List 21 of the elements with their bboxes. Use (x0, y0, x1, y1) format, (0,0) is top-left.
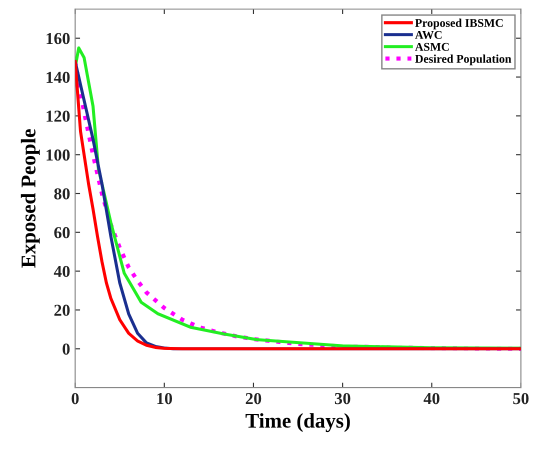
y-tick-label: 80 (54, 188, 70, 200)
y-tick-label: 120 (46, 110, 70, 122)
y-tick-label: 20 (54, 304, 70, 316)
y-tick-label: 40 (54, 266, 70, 278)
legend-label: Desired Population (415, 54, 512, 66)
legend-label: Proposed IBSMC (415, 18, 503, 30)
legend-label: ASMC (415, 42, 449, 51)
x-tick-label: 30 (334, 392, 350, 404)
y-tick-label: 140 (46, 72, 70, 83)
x-tick-label: 0 (72, 392, 79, 404)
x-axis-title: Time (days) (246, 413, 350, 432)
x-tick-label: 10 (157, 392, 172, 404)
legend-label: AWC (415, 30, 442, 39)
x-tick-label: 20 (246, 392, 262, 404)
x-tick-label: 40 (424, 392, 440, 404)
y-tick-label: 160 (46, 32, 70, 44)
y-tick-label: 60 (54, 227, 70, 238)
y-tick-label: 100 (46, 149, 70, 161)
x-tick-label: 50 (513, 392, 529, 404)
y-axis-title: Exposed People (20, 129, 40, 268)
y-tick-label: 0 (62, 343, 70, 355)
